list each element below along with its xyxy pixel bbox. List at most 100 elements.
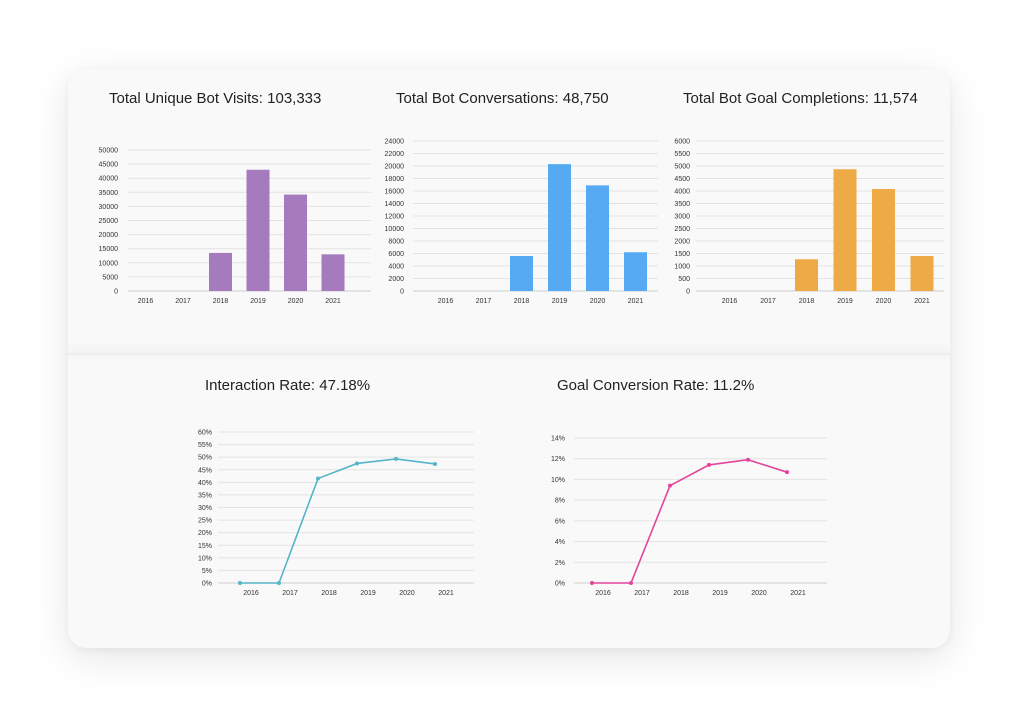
y-tick-label: 16000: [385, 189, 405, 196]
y-tick-label: 1500: [674, 251, 690, 258]
y-tick-label: 0: [400, 289, 404, 296]
y-tick-label: 15000: [99, 246, 119, 253]
bar: [624, 252, 647, 291]
data-point: [668, 483, 672, 488]
x-tick-label: 2020: [876, 298, 892, 305]
y-tick-label: 5000: [102, 274, 118, 281]
x-tick-label: 2017: [282, 590, 298, 597]
y-tick-label: 4500: [674, 176, 690, 183]
y-tick-label: 14%: [551, 436, 565, 443]
y-tick-label: 15%: [198, 543, 212, 550]
y-tick-label: 40%: [198, 480, 212, 487]
y-tick-label: 4000: [388, 264, 404, 271]
x-tick-label: 2019: [712, 590, 728, 597]
y-tick-label: 2%: [555, 560, 565, 567]
y-tick-label: 20%: [198, 530, 212, 537]
bar: [548, 164, 571, 291]
x-tick-label: 2016: [138, 298, 154, 305]
dashboard-card: Total Unique Bot Visits: 103,333 Total B…: [68, 69, 950, 648]
x-tick-label: 2017: [634, 590, 650, 597]
data-point: [707, 462, 711, 467]
y-tick-label: 14000: [385, 201, 405, 208]
data-point: [746, 457, 750, 462]
y-tick-label: 20000: [99, 232, 119, 239]
x-tick-label: 2020: [590, 298, 606, 305]
x-tick-label: 2018: [514, 298, 530, 305]
data-point: [316, 476, 320, 481]
y-tick-label: 4000: [674, 189, 690, 196]
y-tick-label: 2000: [388, 276, 404, 283]
y-tick-label: 55%: [198, 442, 212, 449]
y-tick-label: 0%: [555, 581, 565, 588]
x-tick-label: 2018: [321, 590, 337, 597]
bar: [872, 189, 895, 291]
series-line: [240, 458, 436, 584]
y-tick-label: 2000: [674, 239, 690, 246]
data-point: [785, 470, 789, 475]
chart-title-interaction-rate: Interaction Rate: 47.18%: [205, 377, 371, 394]
y-tick-label: 12000: [385, 214, 405, 221]
y-tick-label: 18000: [385, 176, 405, 183]
y-tick-label: 6000: [388, 251, 404, 258]
x-tick-label: 2017: [760, 298, 776, 305]
y-tick-label: 0: [686, 289, 690, 296]
data-point: [629, 581, 633, 585]
y-tick-label: 0%: [202, 581, 212, 588]
series-line: [592, 458, 788, 584]
bar: [586, 185, 609, 291]
x-tick-label: 2020: [751, 590, 767, 597]
y-tick-label: 3500: [674, 201, 690, 208]
bar: [284, 194, 307, 291]
x-tick-label: 2021: [628, 298, 644, 305]
y-tick-label: 10%: [198, 555, 212, 562]
y-tick-label: 24000: [385, 139, 405, 146]
y-tick-label: 35000: [99, 190, 119, 197]
y-tick-label: 8000: [388, 239, 404, 246]
y-tick-label: 45%: [198, 467, 212, 474]
charts-canvas: 0500010000150002000025000300003500040000…: [99, 139, 944, 597]
y-tick-label: 10%: [551, 477, 565, 484]
y-tick-label: 0: [114, 289, 118, 296]
bar: [910, 256, 934, 291]
x-tick-label: 2017: [175, 298, 191, 305]
y-tick-label: 4%: [555, 539, 565, 546]
x-tick-label: 2019: [837, 298, 853, 305]
x-tick-label: 2018: [673, 590, 689, 597]
y-tick-label: 35%: [198, 492, 212, 499]
data-point: [355, 461, 359, 466]
y-tick-label: 6000: [674, 139, 690, 146]
y-tick-label: 500: [678, 276, 690, 283]
x-tick-label: 2020: [399, 590, 415, 597]
y-tick-label: 5%: [202, 568, 212, 575]
y-tick-label: 6%: [555, 518, 565, 525]
x-tick-label: 2020: [288, 298, 304, 305]
x-tick-label: 2018: [213, 298, 229, 305]
bar: [209, 252, 232, 291]
chart-title-conversations: Total Bot Conversations: 48,750: [396, 90, 609, 107]
x-tick-label: 2016: [722, 298, 738, 305]
x-tick-label: 2016: [243, 590, 259, 597]
y-tick-label: 10000: [99, 260, 119, 267]
data-point: [394, 456, 398, 461]
y-tick-label: 3000: [674, 214, 690, 221]
chart-title-unique-visits: Total Unique Bot Visits: 103,333: [109, 90, 322, 107]
bar: [510, 256, 533, 291]
y-tick-label: 50000: [99, 148, 119, 155]
y-tick-label: 50%: [198, 455, 212, 462]
bar: [795, 259, 818, 291]
chart-title-goal-conversion-rate: Goal Conversion Rate: 11.2%: [557, 377, 755, 394]
section-divider: [68, 353, 950, 357]
x-tick-label: 2021: [325, 298, 341, 305]
y-tick-label: 22000: [385, 151, 405, 158]
bar: [246, 169, 270, 291]
bar: [833, 169, 857, 291]
y-tick-label: 25000: [99, 218, 119, 225]
y-tick-label: 45000: [99, 162, 119, 169]
data-point: [238, 581, 242, 585]
y-tick-label: 60%: [198, 430, 212, 437]
x-tick-label: 2017: [476, 298, 492, 305]
data-point: [433, 461, 437, 466]
y-tick-label: 20000: [385, 164, 405, 171]
x-tick-label: 2019: [250, 298, 266, 305]
y-tick-label: 2500: [674, 226, 690, 233]
